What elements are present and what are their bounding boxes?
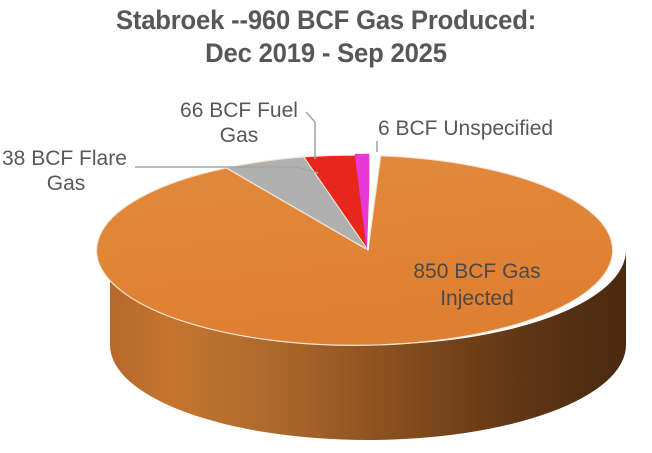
chart-title-line-1: Stabroek --960 BCF Gas Produced:: [115, 5, 537, 35]
pie-top-face: [96, 153, 614, 346]
pie-slice-divider: [367, 155, 373, 251]
slice-label-flare-gas-line-1: 38 BCF Flare: [2, 147, 127, 170]
chart-title: Stabroek --960 BCF Gas Produced: Dec 201…: [16, 4, 635, 70]
slice-label-fuel-gas: 66 BCF Fuel Gas: [165, 98, 313, 148]
chart-title-line-2: Dec 2019 - Sep 2025: [205, 38, 447, 68]
pie-slice-unspecified: [354, 153, 370, 251]
pie-slice-gas-injected: [96, 155, 614, 346]
slice-label-gas-injected-line-2: Injected: [440, 287, 514, 310]
slice-label-flare-gas-line-2: Gas: [46, 172, 86, 195]
slice-label-unspecified: 6 BCF Unspecified: [378, 116, 553, 141]
slice-label-flare-gas: 38 BCF Flare Gas: [2, 146, 154, 196]
leader-line-fuel-gas: [305, 111, 316, 159]
leader-lines: [135, 111, 378, 174]
leader-line-flare-gas: [135, 166, 319, 174]
slice-label-fuel-gas-line-1: 66 BCF Fuel: [180, 99, 298, 122]
slice-label-gas-injected: 850 BCF Gas Injected: [382, 258, 572, 312]
slice-label-fuel-gas-line-2: Gas: [219, 124, 259, 147]
slice-label-unspecified-line-1: 6 BCF Unspecified: [378, 117, 554, 140]
slice-label-gas-injected-line-1: 850 BCF Gas: [413, 260, 541, 283]
